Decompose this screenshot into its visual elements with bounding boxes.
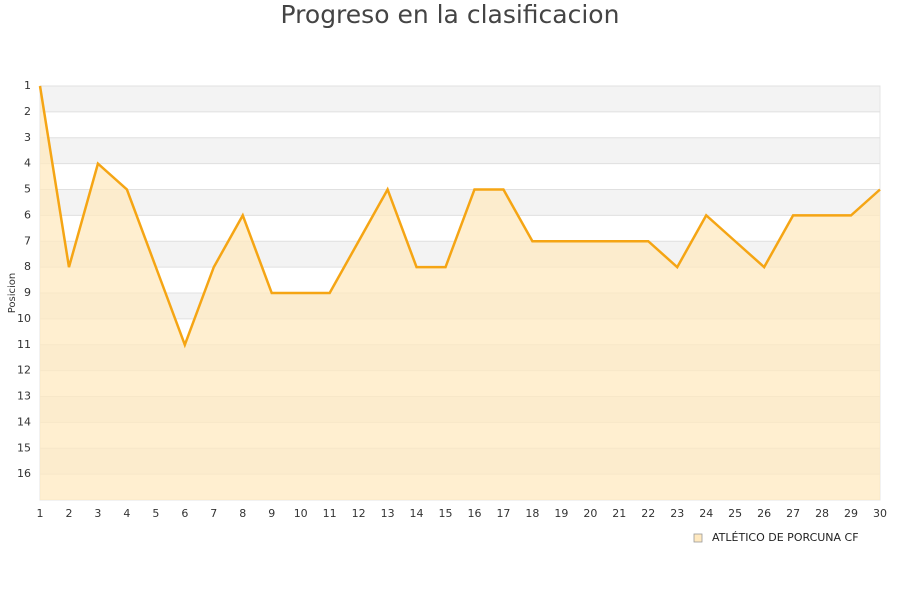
y-tick-label: 10 [17, 312, 31, 325]
x-tick-label: 16 [467, 507, 481, 520]
grid-band [40, 189, 880, 216]
x-tick-label: 29 [844, 507, 858, 520]
y-tick-label: 3 [24, 131, 31, 144]
legend-swatch [693, 533, 703, 543]
x-tick-label: 20 [583, 507, 597, 520]
y-tick-label: 7 [24, 234, 31, 247]
y-tick-label: 6 [24, 208, 31, 221]
x-tick-label: 10 [294, 507, 308, 520]
x-tick-label: 24 [699, 507, 713, 520]
x-tick-label: 4 [123, 507, 130, 520]
x-tick-label: 22 [641, 507, 655, 520]
legend-label: ATLÉTICO DE PORCUNA CF [712, 531, 859, 544]
x-tick-label: 23 [670, 507, 684, 520]
x-tick-label: 27 [786, 507, 800, 520]
x-tick-label: 28 [815, 507, 829, 520]
x-tick-label: 1 [37, 507, 44, 520]
y-tick-label: 11 [17, 338, 31, 351]
y-tick-label: 16 [17, 467, 31, 480]
x-tick-label: 6 [181, 507, 188, 520]
x-tick-label: 3 [94, 507, 101, 520]
y-axis-label: Posicion [7, 273, 18, 314]
y-tick-label: 8 [24, 260, 31, 273]
x-tick-label: 19 [554, 507, 568, 520]
x-tick-label: 30 [873, 507, 887, 520]
x-tick-label: 18 [525, 507, 539, 520]
y-tick-label: 2 [24, 105, 31, 118]
x-tick-label: 26 [757, 507, 771, 520]
y-tick-label: 4 [24, 157, 31, 170]
x-tick-label: 8 [239, 507, 246, 520]
x-tick-label: 7 [210, 507, 217, 520]
chart-title: Progreso en la clasificacion [281, 0, 620, 29]
area [40, 86, 880, 500]
y-tick-label: 15 [17, 441, 31, 454]
y-tick-label: 12 [17, 364, 31, 377]
y-tick-label: 14 [17, 415, 31, 428]
x-tick-label: 15 [439, 507, 453, 520]
line [38, 85, 881, 349]
y-tick-label: 9 [24, 286, 31, 299]
x-tick-label: 2 [65, 507, 72, 520]
x-tick-label: 13 [381, 507, 395, 520]
x-tick-label: 25 [728, 507, 742, 520]
x-tick-label: 9 [268, 507, 275, 520]
y-tick-label: 5 [24, 183, 31, 196]
x-tick-label: 5 [152, 507, 159, 520]
x-tick-label: 17 [496, 507, 510, 520]
y-tick-label: 1 [24, 79, 31, 92]
y-tick-label: 13 [17, 390, 31, 403]
grid-band [40, 86, 880, 112]
grid-band [40, 137, 880, 164]
x-tick-label: 12 [352, 507, 366, 520]
x-tick-label: 14 [410, 507, 424, 520]
x-tick-label: 11 [323, 507, 337, 520]
x-tick-label: 21 [612, 507, 626, 520]
